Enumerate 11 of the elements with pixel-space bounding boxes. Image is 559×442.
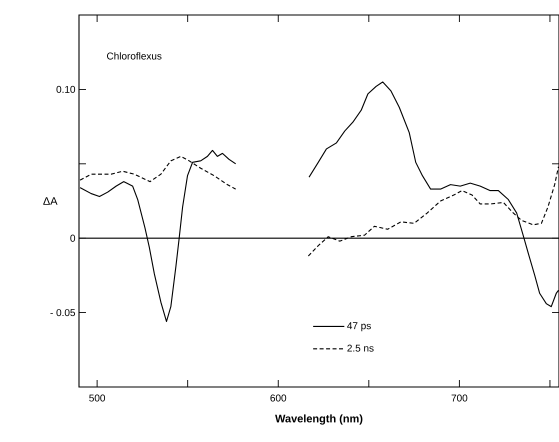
x-axis-title: Wavelength (nm) xyxy=(275,414,362,425)
y-tick-label: - 0.05 xyxy=(50,309,76,316)
legend-label: 47 ps xyxy=(347,322,371,332)
y-tick-label: 0.10 xyxy=(56,86,76,93)
y-axis-title: ΔA xyxy=(43,197,58,205)
annotation: Chloroflexus xyxy=(107,52,162,60)
x-tick-label: 500 xyxy=(89,394,106,402)
x-tick-label: 600 xyxy=(270,394,286,402)
y-tick-label: 0 xyxy=(70,234,76,242)
x-tick-label: 700 xyxy=(452,394,468,402)
legend-label: 2.5 ns xyxy=(347,344,374,352)
